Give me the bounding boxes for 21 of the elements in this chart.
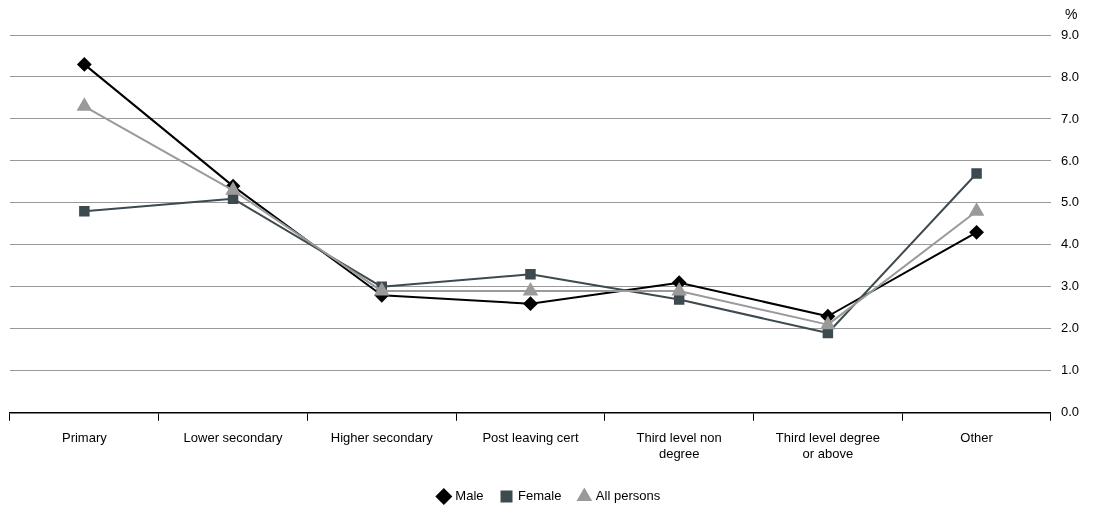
y-tick-label: 1.0 bbox=[1060, 362, 1080, 378]
y-tick-label: 4.0 bbox=[1060, 236, 1080, 252]
legend-label: Female bbox=[518, 488, 562, 504]
y-tick-label: 9.0 bbox=[1060, 26, 1080, 42]
y-tick-label: 8.0 bbox=[1060, 68, 1080, 84]
x-tick-label: Post leaving cert bbox=[482, 430, 579, 446]
y-tick-label: 5.0 bbox=[1060, 194, 1080, 210]
x-tick-label: Lower secondary bbox=[183, 430, 284, 446]
legend-label: Male bbox=[455, 488, 484, 504]
y-tick-label: 3.0 bbox=[1060, 278, 1080, 294]
y-tick-label: 7.0 bbox=[1060, 110, 1080, 126]
legend-label: All persons bbox=[595, 488, 661, 504]
y-tick-label: 2.0 bbox=[1060, 320, 1080, 336]
y-tick-label: 0.0 bbox=[1060, 404, 1080, 420]
x-tick-label: Primary bbox=[61, 430, 108, 446]
x-tick-label: Higher secondary bbox=[330, 430, 434, 446]
x-tick-label: Third level degree or above bbox=[775, 430, 880, 461]
x-tick-label: Third level non degree bbox=[636, 430, 722, 461]
y-axis-title: % bbox=[1064, 5, 1078, 22]
y-tick-label: 6.0 bbox=[1060, 152, 1080, 168]
x-tick-label: Other bbox=[960, 430, 994, 446]
